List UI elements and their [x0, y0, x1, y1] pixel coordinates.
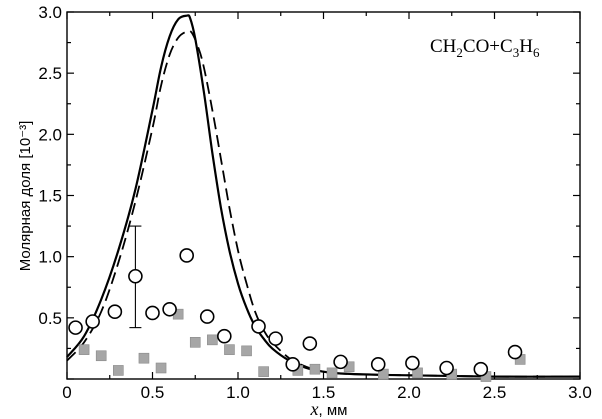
- square-point: [138, 352, 150, 364]
- x-tick-label: 3.0: [568, 383, 592, 402]
- circle-point: [128, 268, 143, 284]
- square-point: [189, 336, 201, 348]
- circle-markers: [68, 248, 523, 377]
- circle-point: [85, 314, 100, 329]
- circle-point: [217, 328, 232, 344]
- x-tick-label: 1.5: [312, 383, 336, 402]
- circle-point: [507, 344, 523, 360]
- dashed-model-curve: [66, 29, 581, 378]
- y-tick-label: 2.0: [38, 125, 62, 144]
- square-point: [309, 363, 321, 375]
- circle-point: [251, 319, 266, 334]
- circle-point: [145, 305, 160, 321]
- circle-point: [107, 304, 123, 320]
- circle-point: [162, 301, 177, 317]
- y-tick-label: 3.0: [38, 3, 62, 22]
- square-point: [113, 365, 124, 376]
- solid-model-curve: [66, 14, 581, 378]
- y-tick-label: 1.0: [38, 248, 62, 267]
- axis-ticks: [66, 11, 581, 380]
- x-tick-label: 2.5: [483, 383, 507, 402]
- y-tick-label: 0.5: [38, 309, 62, 328]
- x-tick-label: 0: [62, 383, 71, 402]
- reaction-label: CH2CO+C3H6: [430, 36, 540, 60]
- square-point: [207, 334, 218, 346]
- circle-point: [439, 360, 454, 376]
- x-tick-labels: 0 0.5 1.0 1.5 2.0 2.5 3.0: [62, 383, 592, 402]
- circle-point: [285, 357, 301, 372]
- x-axis-label: x, мм: [310, 399, 348, 419]
- x-tick-label: 1.0: [226, 383, 250, 402]
- square-point: [258, 366, 269, 377]
- square-point: [224, 344, 235, 355]
- circle-point: [473, 361, 489, 377]
- circle-point: [333, 354, 348, 370]
- circle-point: [302, 336, 318, 351]
- square-point: [78, 344, 90, 355]
- square-point: [155, 362, 167, 374]
- y-tick-labels: 0.5 1.0 1.5 2.0 2.5 3.0: [38, 3, 62, 328]
- plot-frame: [66, 11, 581, 380]
- y-tick-label: 2.5: [38, 64, 62, 83]
- circle-point: [268, 331, 283, 346]
- circle-point: [370, 357, 386, 372]
- square-markers: [78, 308, 526, 382]
- circle-point: [405, 355, 420, 371]
- model-curves: [66, 14, 581, 378]
- circle-point: [68, 320, 83, 335]
- x-tick-label: 0.5: [141, 383, 165, 402]
- circle-point: [179, 248, 194, 263]
- y-tick-label: 1.5: [38, 187, 62, 206]
- square-point: [241, 345, 252, 357]
- square-point: [95, 350, 107, 362]
- square-point: [326, 367, 338, 379]
- y-axis-label: Молярная доля [10⁻³]: [17, 121, 34, 272]
- x-tick-label: 2.0: [397, 383, 421, 402]
- circle-point: [199, 309, 215, 324]
